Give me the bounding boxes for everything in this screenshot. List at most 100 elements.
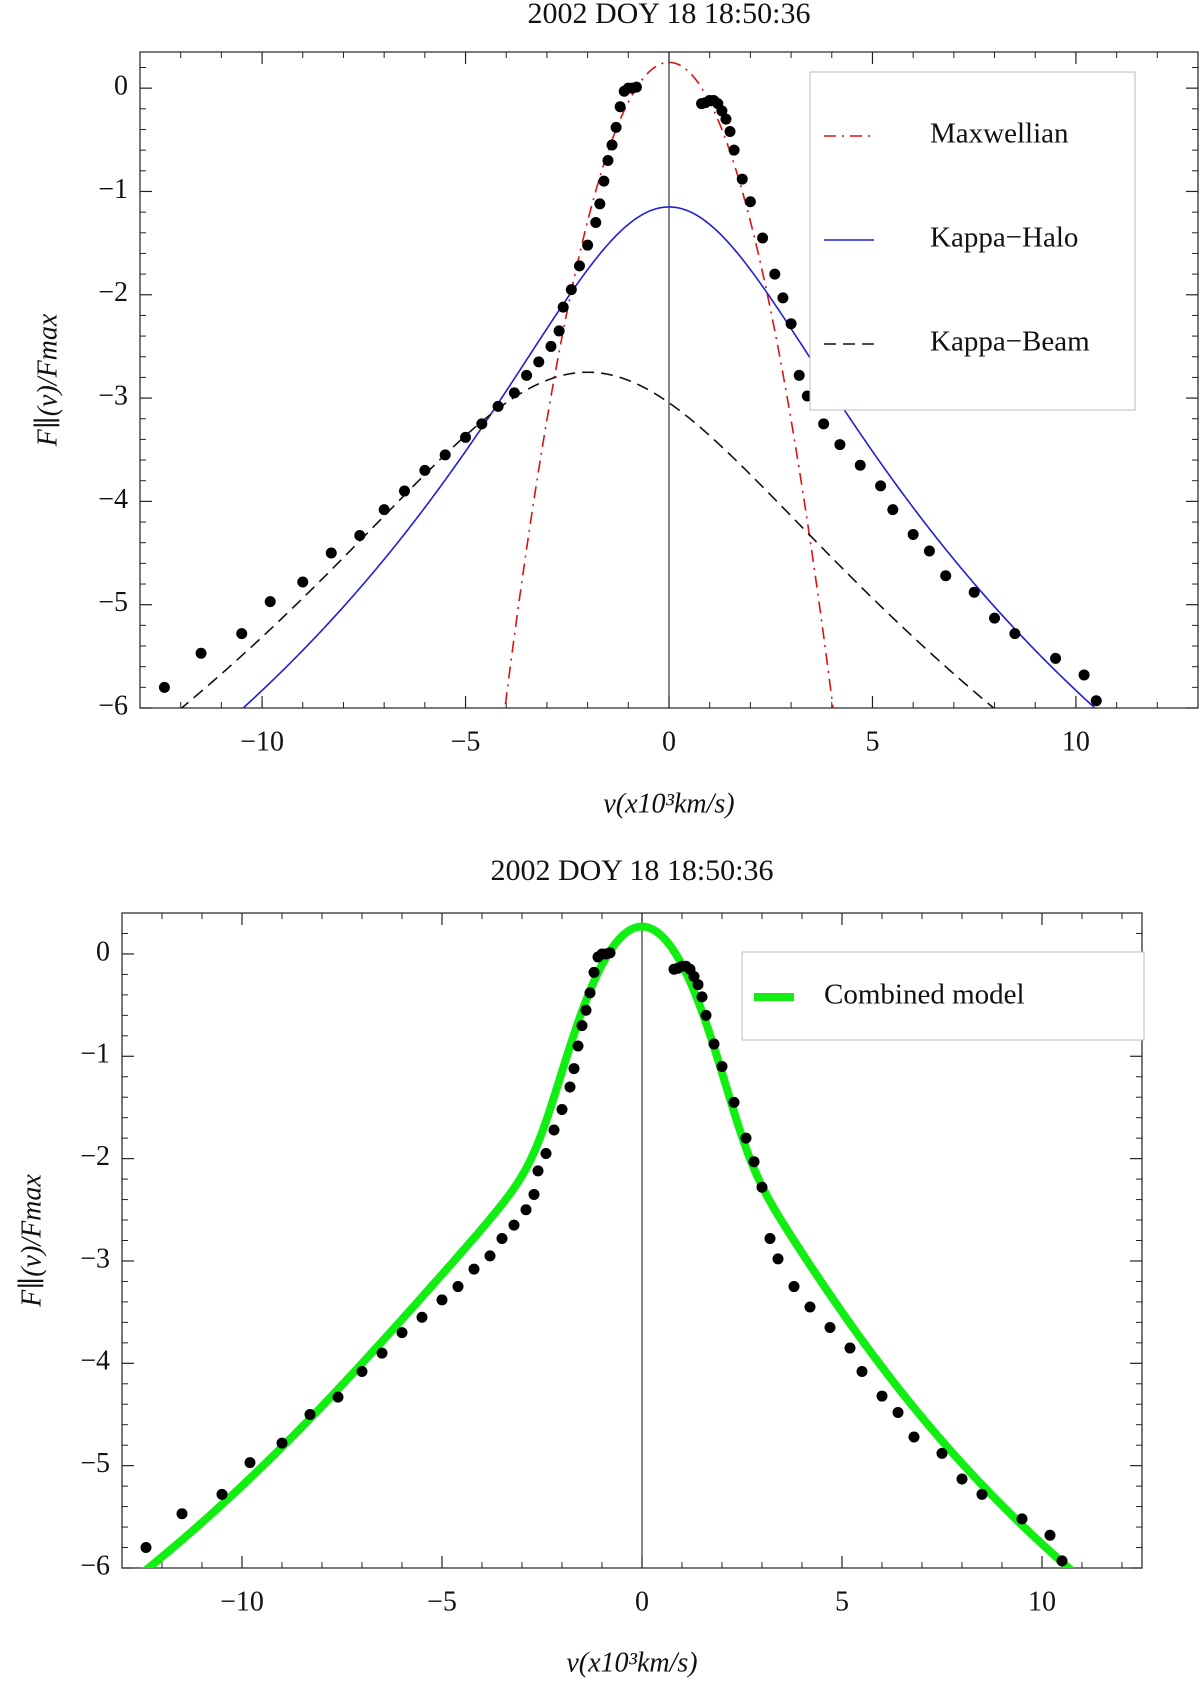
data-point (332, 1391, 344, 1403)
data-point (692, 979, 704, 991)
data-point (580, 1004, 592, 1016)
y-tick-label: −2 (80, 1141, 110, 1172)
data-point (399, 485, 410, 497)
data-point (484, 1250, 496, 1262)
y-tick-label: −3 (80, 1243, 110, 1274)
data-point (325, 547, 337, 559)
data-point (548, 1124, 560, 1136)
data-point (354, 529, 366, 541)
y-tick-label: −5 (98, 587, 128, 618)
data-point (923, 545, 935, 557)
data-point (824, 1321, 836, 1333)
data-point (244, 1457, 256, 1469)
data-point (584, 987, 596, 999)
data-point (540, 1148, 552, 1160)
data-point (892, 1406, 904, 1418)
data-point (772, 1253, 784, 1265)
data-point (602, 154, 614, 166)
data-point (416, 1311, 428, 1323)
legend: Combined model (741, 951, 1145, 1041)
data-point (557, 301, 569, 313)
y-tick-label: 0 (114, 71, 128, 102)
data-point (720, 113, 732, 125)
chart-panel-1: 2002 DOY 18 18:50:36 −10 −5 0 5 10 0 −1 −2 −3 −4 −5… (32, 0, 1199, 819)
y-tick-label: 0 (96, 936, 110, 967)
data-point (1056, 1555, 1068, 1567)
data-point (728, 144, 740, 156)
data-point (740, 1132, 752, 1144)
data-point (588, 966, 600, 978)
combined-model-curve (142, 922, 1075, 1568)
plot-area (140, 922, 1075, 1568)
data-point (176, 1508, 188, 1520)
data-point (908, 1431, 920, 1443)
y-tick-label: −3 (98, 381, 128, 412)
x-tick-label: 0 (635, 1586, 649, 1617)
data-point (508, 1219, 520, 1231)
data-point (940, 570, 952, 582)
data-point (724, 126, 736, 138)
data-point (1090, 695, 1102, 707)
data-point (1044, 1529, 1056, 1541)
data-point (736, 173, 748, 185)
data-point (716, 105, 728, 117)
data-point (195, 647, 207, 659)
data-point (476, 418, 488, 430)
data-point (756, 1181, 768, 1193)
y-tick-label: −4 (80, 1346, 110, 1377)
data-point (297, 576, 309, 588)
data-point (708, 1038, 720, 1050)
data-point (508, 387, 520, 399)
data-point (876, 1390, 888, 1402)
y-tick-label: −4 (98, 484, 128, 515)
data-point (956, 1473, 968, 1485)
data-point (496, 1232, 508, 1244)
data-point (614, 101, 626, 113)
x-tick-label: −10 (240, 726, 284, 757)
data-point (788, 1281, 800, 1293)
chart-title: 2002 DOY 18 18:50:36 (527, 0, 810, 30)
data-point (556, 1104, 568, 1115)
data-point (700, 1009, 712, 1021)
chart-title: 2002 DOY 18 18:50:36 (490, 854, 773, 887)
data-point (875, 480, 887, 492)
data-point (907, 528, 919, 540)
data-point (396, 1327, 408, 1339)
data-point (140, 1542, 152, 1554)
y-axis-label: F∥(v)/Fmax (16, 1174, 47, 1308)
data-point (532, 1165, 544, 1177)
legend-box (741, 951, 1145, 1041)
data-point (356, 1366, 368, 1377)
data-point (565, 284, 577, 296)
data-point (598, 175, 610, 187)
data-point (564, 1081, 576, 1093)
y-tick-label: −1 (80, 1039, 110, 1070)
data-point (521, 369, 533, 381)
legend: Maxwellian Kappa−Halo Kappa−Beam (809, 71, 1136, 411)
data-point (844, 1342, 856, 1354)
legend-label: Kappa−Halo (930, 222, 1078, 254)
chart-panel-2: 2002 DOY 18 18:50:36 −10 −5 0 5 10 0 −1 −2 −3 −4 −5… (16, 854, 1145, 1678)
data-point (520, 1204, 532, 1216)
data-point (264, 596, 276, 608)
data-point (276, 1437, 288, 1449)
data-point (1078, 669, 1090, 681)
data-point (804, 1301, 816, 1313)
x-tick-label: −5 (451, 726, 481, 757)
legend-box (809, 71, 1136, 411)
data-point (553, 325, 565, 337)
y-tick-label: −5 (80, 1448, 110, 1479)
data-point (594, 198, 606, 210)
data-point (492, 400, 504, 412)
y-tick-label: −6 (98, 690, 128, 721)
data-point (748, 1156, 760, 1168)
data-point (158, 681, 170, 693)
data-point (533, 356, 545, 368)
y-tick-label: −1 (98, 174, 128, 205)
data-point (793, 369, 805, 381)
data-point (769, 268, 781, 280)
data-point (777, 292, 789, 304)
kappa-halo-curve (241, 206, 1097, 708)
data-point (582, 239, 594, 251)
